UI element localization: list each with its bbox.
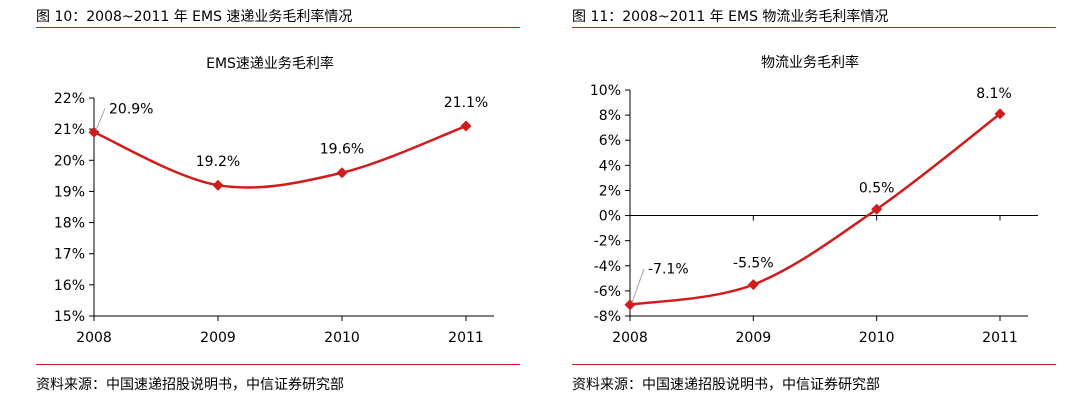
y-tick-label: 21% — [54, 122, 85, 138]
caption-rule — [572, 27, 1056, 28]
y-tick-label: 8% — [599, 108, 621, 124]
series-line — [93, 124, 467, 189]
data-point-marker — [460, 120, 472, 132]
data-point-marker — [747, 279, 759, 291]
data-label: 0.5% — [859, 180, 895, 196]
y-tick-label: -6% — [594, 284, 621, 300]
chart-title: 物流业务毛利率 — [761, 54, 859, 71]
x-tick-label: 2011 — [982, 330, 1018, 346]
x-tick-label: 2009 — [736, 330, 772, 346]
y-tick-label: 15% — [54, 309, 85, 325]
ems-express-margin-chart: EMS速递业务毛利率 15% 16% 17% 18% 19% 20% 21% 22% 2008 20… — [54, 55, 494, 346]
data-point-marker — [871, 203, 883, 215]
label-leader-line — [95, 108, 106, 131]
data-label: 20.9% — [109, 101, 153, 117]
y-tick-label: 20% — [54, 153, 85, 169]
data-point-marker — [336, 167, 348, 179]
figure-10-source: 资料来源：中国速递招股说明书，中信证券研究部 — [36, 377, 344, 393]
y-tick-label: -4% — [594, 259, 621, 275]
x-tick-label: 2010 — [859, 330, 895, 346]
label-leader-line — [631, 268, 645, 303]
source-rule — [36, 364, 520, 365]
figure-10-caption: 图 10：2008~2011 年 EMS 速递业务毛利率情况 — [36, 9, 353, 25]
data-point-marker — [88, 126, 100, 138]
caption-rule — [36, 27, 520, 28]
figure-11-panel: 图 11：2008~2011 年 EMS 物流业务毛利率情况 物流业务毛利率 -8… — [540, 0, 1080, 402]
series-line — [629, 112, 1001, 306]
x-tick-label: 2009 — [200, 330, 236, 346]
figure-10-panel: 图 10：2008~2011 年 EMS 速递业务毛利率情况 EMS速递业务毛利… — [36, 9, 520, 393]
y-tick-label: 2% — [599, 183, 621, 199]
data-label: 19.2% — [196, 154, 240, 170]
data-point-marker — [212, 179, 224, 191]
figure-11-source: 资料来源：中国速递招股说明书，中信证券研究部 — [572, 377, 880, 393]
source-rule — [572, 364, 1056, 365]
data-label: 21.1% — [444, 95, 488, 111]
data-point-marker — [994, 108, 1006, 120]
data-label: 19.6% — [320, 142, 364, 158]
y-tick-label: 10% — [590, 83, 621, 99]
y-tick-label: 18% — [54, 216, 85, 232]
logistics-margin-chart: 物流业务毛利率 -8% -6% -4% -2% 0% 2% 4% 6% 8% 10% 2008 2009… — [590, 54, 1038, 346]
chart-title: EMS速递业务毛利率 — [206, 55, 334, 72]
y-tick-label: 22% — [54, 91, 85, 107]
data-label: 8.1% — [976, 86, 1012, 102]
y-tick-label: 0% — [599, 209, 621, 225]
data-label: -7.1% — [648, 262, 689, 278]
x-tick-label: 2008 — [612, 330, 648, 346]
y-tick-label: -8% — [594, 309, 621, 325]
x-tick-label: 2011 — [448, 330, 484, 346]
x-tick-label: 2010 — [324, 330, 360, 346]
y-tick-label: 6% — [599, 133, 621, 149]
y-tick-label: 17% — [54, 247, 85, 263]
y-tick-label: 4% — [599, 158, 621, 174]
x-tick-label: 2008 — [76, 330, 112, 346]
data-point-marker — [624, 299, 636, 311]
data-label: -5.5% — [733, 256, 774, 272]
y-tick-label: 19% — [54, 184, 85, 200]
figure-11-caption: 图 11：2008~2011 年 EMS 物流业务毛利率情况 — [572, 9, 889, 25]
y-tick-label: -2% — [594, 234, 621, 250]
y-tick-label: 16% — [54, 278, 85, 294]
